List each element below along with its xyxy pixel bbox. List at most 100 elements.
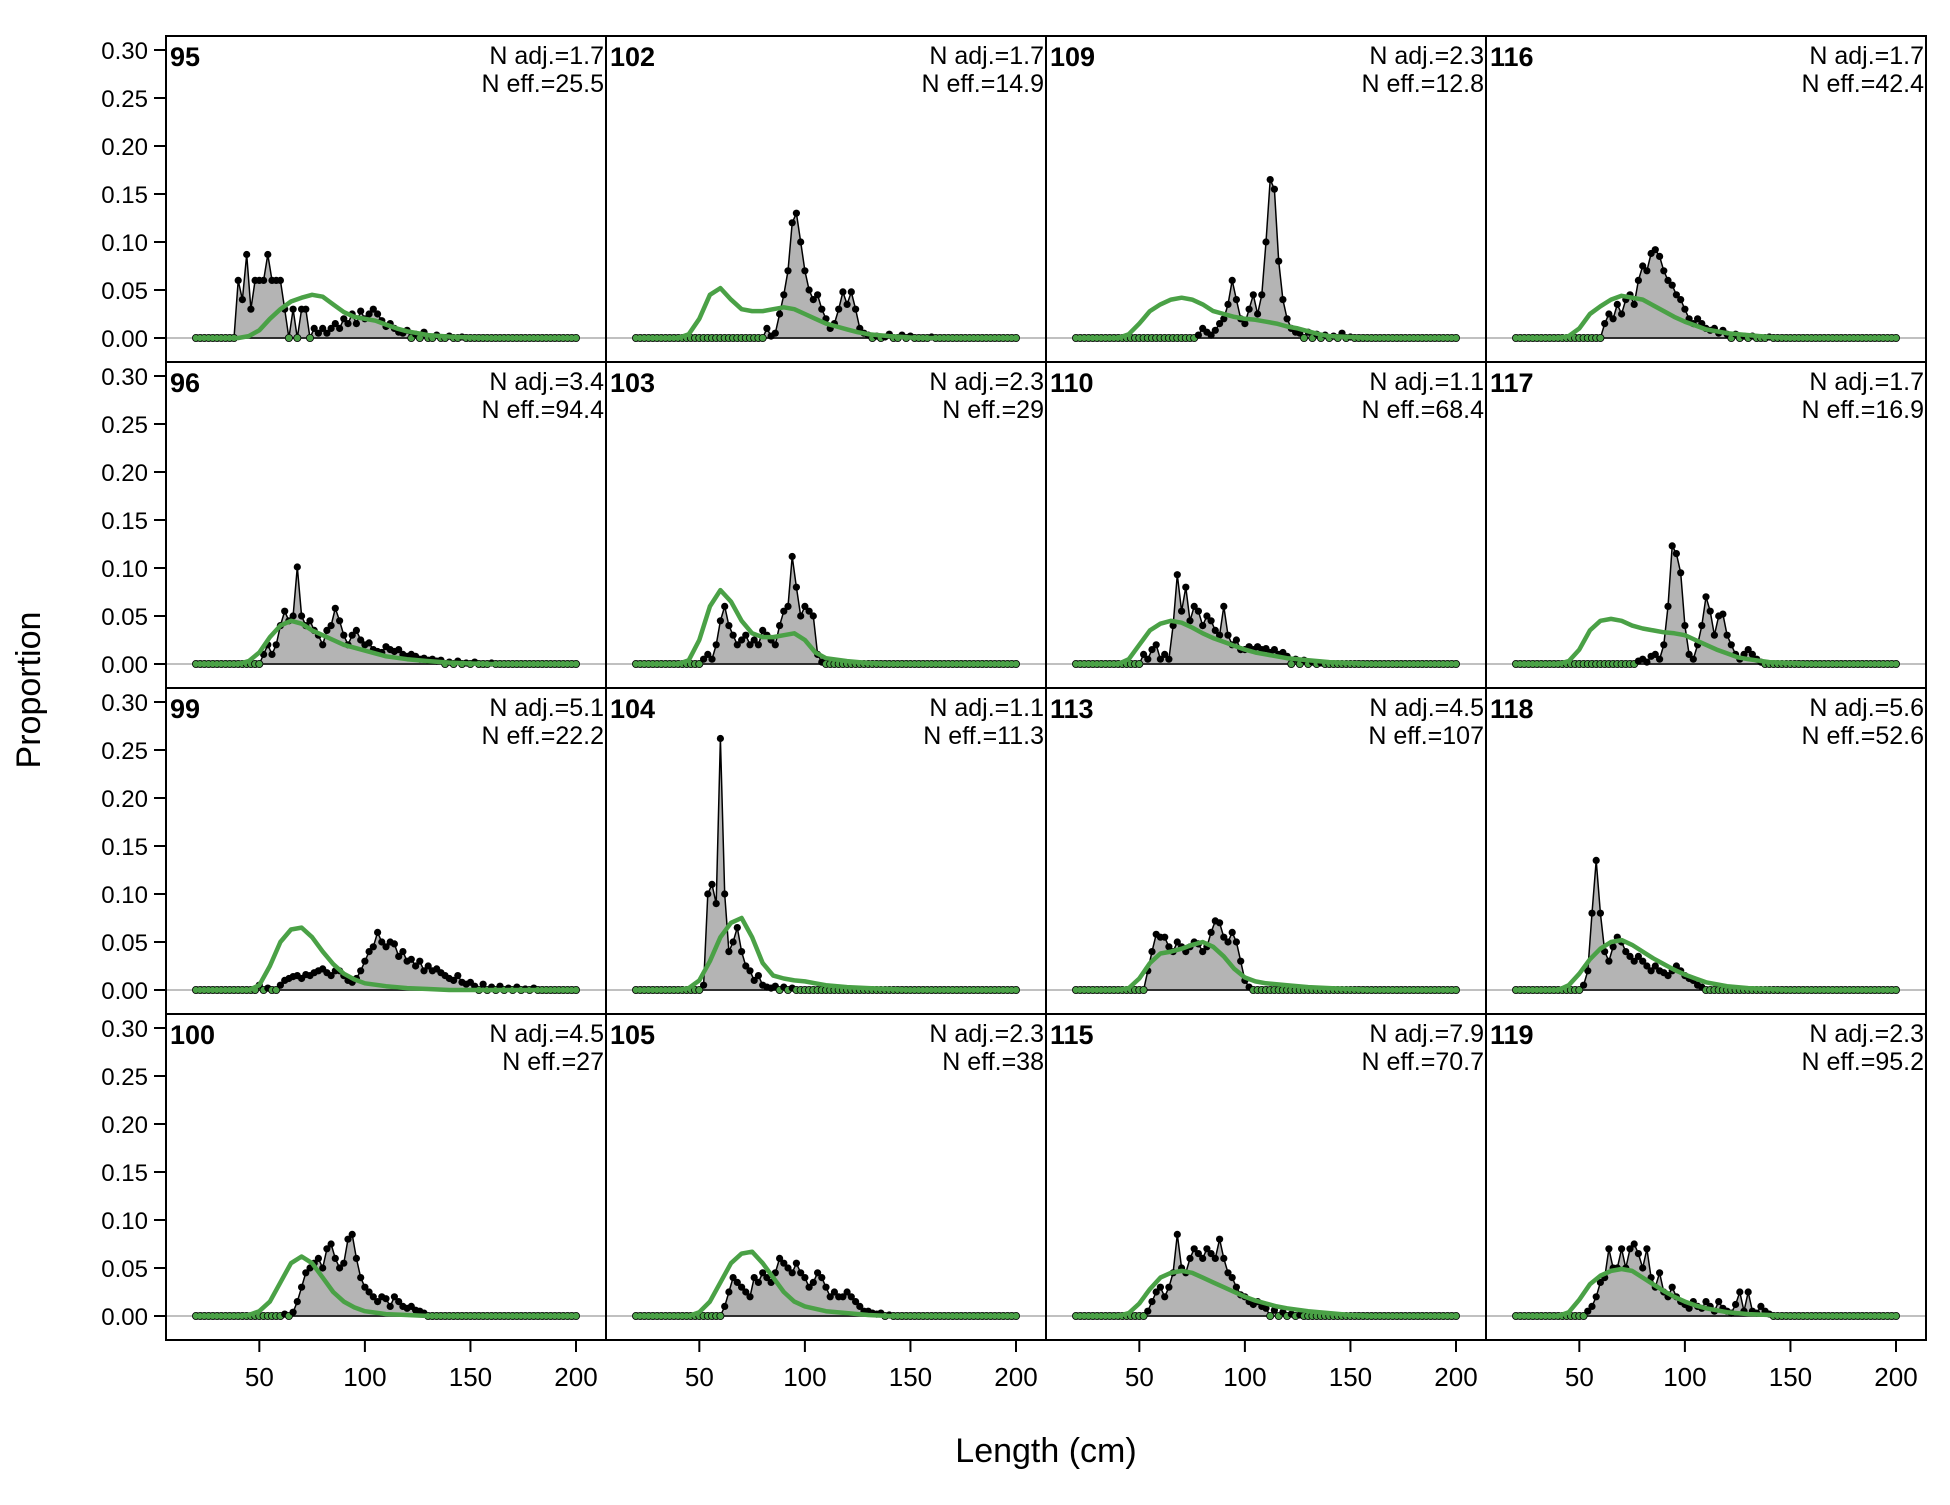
observed-point xyxy=(1634,1250,1642,1258)
observed-point xyxy=(843,300,851,308)
observed-point xyxy=(729,631,737,639)
n-eff-label: N eff.=68.4 xyxy=(1361,396,1484,424)
observed-point xyxy=(712,641,720,649)
observed-point xyxy=(695,660,704,669)
observed-point xyxy=(1135,660,1144,669)
observed-point xyxy=(746,1293,754,1301)
y-tick-label: 0.25 xyxy=(101,412,148,439)
observed-point xyxy=(1656,1269,1664,1277)
observed-point xyxy=(792,583,801,591)
observed-point xyxy=(306,617,314,625)
observed-point xyxy=(721,602,729,611)
observed-point xyxy=(302,1269,310,1277)
x-tick-label: 150 xyxy=(449,1362,492,1392)
x-tick-label: 150 xyxy=(1329,1362,1372,1392)
observed-point xyxy=(1723,631,1731,639)
expected-line xyxy=(196,618,576,667)
observed-point xyxy=(1651,246,1659,254)
observed-point xyxy=(238,296,246,304)
observed-point xyxy=(1254,310,1262,318)
observed-point xyxy=(1677,296,1685,304)
observed-point xyxy=(298,612,306,620)
observed-point xyxy=(386,1302,394,1310)
panel-102: 102 N adj.=1.7N eff.=14.9 xyxy=(605,35,1047,363)
expected-line xyxy=(1076,618,1456,667)
observed-area xyxy=(1516,248,1896,340)
x-tick-label: 150 xyxy=(1769,1362,1812,1392)
panel-id: 117 xyxy=(1490,368,1534,398)
observed-area xyxy=(196,1232,576,1317)
x-tick-label: 50 xyxy=(245,1362,274,1392)
observed-point xyxy=(357,967,365,975)
observed-point xyxy=(1190,602,1198,611)
observed-point xyxy=(289,1308,297,1316)
panel-103: 103 N adj.=2.3N eff.=29 xyxy=(605,361,1047,689)
observed-point xyxy=(1643,1245,1651,1253)
expected-line xyxy=(636,285,1016,341)
observed-point xyxy=(1199,622,1207,630)
observed-point xyxy=(750,976,758,985)
observed-point xyxy=(1207,1250,1215,1258)
observed-point xyxy=(1575,986,1584,995)
observed-point xyxy=(1216,919,1224,927)
observed-point xyxy=(1664,276,1672,284)
axes-layer: 0.00 0.05 0.10 0.15 0.20 0.25 0.30 0.00 0.05 0.10… xyxy=(101,38,1917,1392)
panel-id: 119 xyxy=(1490,1020,1534,1050)
observed-point xyxy=(1161,1293,1169,1301)
observed-point xyxy=(780,291,788,299)
observed-point xyxy=(1266,1312,1275,1321)
x-tick-label: 150 xyxy=(889,1362,932,1392)
panel-113: 113 N adj.=4.5N eff.=107 xyxy=(1045,687,1487,1015)
observed-point xyxy=(738,948,746,956)
observed-point xyxy=(1224,938,1232,946)
observed-point xyxy=(830,1288,839,1296)
observed-point xyxy=(1748,650,1756,659)
observed-point xyxy=(310,324,318,332)
observed-point xyxy=(805,607,813,615)
observed-point xyxy=(1609,943,1617,951)
observed-point xyxy=(1588,909,1596,917)
observed-point xyxy=(395,952,403,961)
observed-point xyxy=(1596,333,1605,342)
observed-point xyxy=(369,305,377,313)
observed-point xyxy=(1689,655,1697,663)
observed-point xyxy=(1152,1288,1160,1296)
observed-point xyxy=(1156,1283,1164,1291)
n-adj-label: N adj.=2.3 xyxy=(1809,1020,1924,1048)
panel-id: 104 xyxy=(610,694,655,724)
observed-point xyxy=(361,957,369,965)
observed-point xyxy=(1639,1264,1647,1272)
observed-point xyxy=(424,962,432,970)
observed-point xyxy=(805,1283,813,1291)
observed-point xyxy=(771,641,779,649)
y-tick-label: 0.25 xyxy=(101,738,148,765)
observed-point xyxy=(255,660,264,669)
panel-id: 95 xyxy=(170,42,200,72)
y-axis-label: Proportion xyxy=(10,612,48,769)
observed-point xyxy=(293,1298,301,1306)
observed-point xyxy=(1211,1254,1219,1262)
x-tick-label: 200 xyxy=(554,1362,597,1392)
observed-point xyxy=(1744,646,1752,654)
observed-point xyxy=(323,329,331,337)
observed-point xyxy=(1224,631,1232,639)
panel-id: 113 xyxy=(1050,694,1094,724)
observed-point xyxy=(454,972,462,980)
observed-point xyxy=(365,639,373,647)
observed-point xyxy=(1668,542,1676,550)
observed-point xyxy=(1224,300,1232,308)
observed-point xyxy=(1266,176,1274,184)
panel-110: 110 N adj.=1.1N eff.=68.4 xyxy=(1045,361,1487,689)
x-tick-label: 50 xyxy=(1125,1362,1154,1392)
n-adj-label: N adj.=2.3 xyxy=(929,368,1044,396)
observed-point xyxy=(1580,981,1588,989)
observed-point xyxy=(797,612,805,620)
y-tick-label: 0.30 xyxy=(101,38,148,65)
observed-point xyxy=(1224,1269,1232,1277)
observed-point xyxy=(788,1269,796,1277)
observed-point xyxy=(1232,1283,1240,1291)
observed-point xyxy=(1216,320,1224,328)
observed-point xyxy=(1668,1283,1676,1291)
